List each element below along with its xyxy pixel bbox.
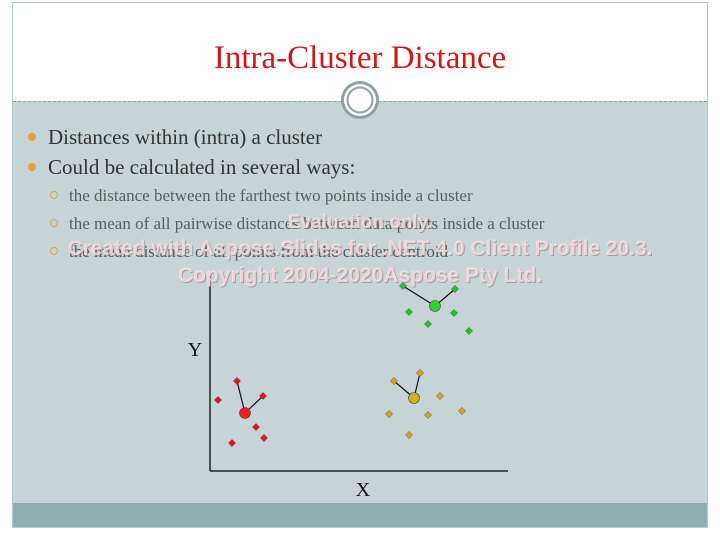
sub-bullet-ring-icon (50, 219, 58, 227)
cluster-centroid (429, 300, 441, 312)
cluster-point (228, 439, 236, 447)
cluster-point (451, 285, 459, 293)
cluster-point (214, 396, 222, 404)
cluster-point (424, 411, 432, 419)
bullet-item: Could be calculated in several ways: (28, 152, 698, 182)
bullet-dot-icon (28, 163, 36, 171)
centroid-spoke-line (402, 285, 436, 307)
watermark-line: Created with Aspose.Slides for .NET 4.0 … (67, 237, 653, 260)
cluster-point (458, 407, 466, 415)
ornament-inner-ring (344, 84, 376, 116)
cluster-point (260, 434, 268, 442)
cluster-point (390, 377, 398, 385)
bullet-text: Distances within (intra) a cluster (48, 125, 323, 149)
sub-bullet-item: the mean of all pairwise distances betwe… (28, 210, 698, 238)
sub-bullet-text: the mean distance of all points from the… (69, 242, 449, 261)
sub-bullet-item: the distance between the farthest two po… (28, 182, 698, 210)
sub-bullet-item: the mean distance of all points from the… (28, 238, 698, 266)
cluster-centroid (408, 392, 420, 404)
sub-bullet-text: the distance between the farthest two po… (69, 186, 473, 205)
clusters-layer (214, 282, 473, 447)
bullet-item: Distances within (intra) a cluster (28, 122, 698, 152)
sub-bullet-text: the mean of all pairwise distances betwe… (69, 214, 545, 233)
cluster-point (233, 377, 241, 385)
cluster-point (424, 320, 432, 328)
x-axis-label: X (356, 479, 371, 501)
cluster-point (405, 431, 413, 439)
bullet-list: Distances within (intra) a cluster Could… (28, 122, 698, 266)
slide-title: Intra-Cluster Distance (213, 40, 507, 76)
cluster-point (450, 309, 458, 317)
cluster-point (259, 392, 267, 400)
watermark-line: Evaluation only. (287, 212, 433, 233)
ornament-center-ring (346, 86, 374, 114)
cluster-centroid (239, 407, 251, 419)
y-axis-label: Y (188, 339, 202, 361)
cluster-point (416, 369, 424, 377)
cluster-point (405, 308, 413, 316)
cluster-point (385, 410, 393, 418)
bullet-dot-icon (28, 133, 36, 141)
sub-bullet-ring-icon (50, 247, 58, 255)
footer-band (13, 503, 707, 527)
cluster-point (399, 282, 407, 290)
watermark-line: Copyright 2004-2020Aspose Pty Ltd. (177, 264, 543, 287)
cluster-point (465, 327, 473, 335)
bullet-text: Could be calculated in several ways: (48, 155, 356, 179)
cluster-point (252, 423, 260, 431)
cluster-point (436, 392, 444, 400)
sub-bullet-ring-icon (50, 191, 58, 199)
